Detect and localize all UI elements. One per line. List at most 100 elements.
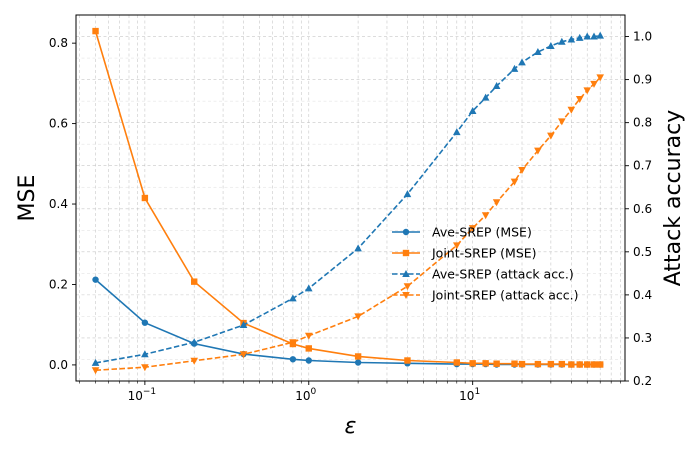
y-right-tick-label: 1.0	[633, 30, 652, 44]
data-point	[596, 31, 605, 39]
data-point	[91, 367, 100, 375]
series-2	[92, 27, 604, 368]
series-line	[95, 76, 601, 372]
y-left-tick-label: 0.2	[49, 277, 68, 291]
data-point	[452, 128, 461, 136]
y-right-axis-title: Attack accuracy	[661, 110, 686, 286]
y-left-axis-title: MSE	[15, 175, 40, 222]
data-point	[583, 87, 592, 95]
data-point	[534, 360, 542, 368]
data-point	[481, 93, 490, 101]
y-right-tick-label: 0.7	[633, 159, 652, 173]
data-point	[289, 339, 297, 347]
data-point	[518, 360, 526, 368]
y-left-tick-label: 0.4	[49, 197, 68, 211]
data-point	[597, 361, 604, 368]
data-point	[354, 353, 362, 360]
data-point	[583, 32, 592, 40]
data-point	[141, 364, 149, 372]
series-3	[91, 31, 605, 366]
data-point	[518, 167, 526, 175]
data-point	[141, 350, 149, 358]
data-point	[534, 147, 542, 155]
y-right-tick-label: 0.4	[633, 288, 652, 302]
y-left-tick-label: 0.0	[49, 358, 68, 372]
data-point	[590, 32, 598, 40]
data-point	[354, 313, 362, 321]
data-point	[354, 244, 362, 252]
data-point	[568, 361, 575, 368]
series-line	[94, 30, 601, 366]
data-point	[492, 82, 501, 90]
axes-frame	[75, 14, 626, 382]
data-point	[590, 80, 598, 88]
data-point	[468, 107, 477, 115]
legend-label: Ave-SREP (attack acc.)	[432, 267, 574, 282]
data-point	[305, 345, 312, 352]
y-left-tick-label: 0.8	[49, 36, 68, 50]
data-point	[575, 95, 584, 103]
legend-label: Joint-SREP (MSE)	[431, 246, 537, 261]
data-point	[468, 225, 477, 233]
y-right-tick-label: 0.6	[633, 202, 652, 216]
data-point	[239, 351, 248, 359]
y-right-tick-label: 0.3	[633, 331, 652, 345]
data-point	[403, 190, 412, 198]
data-point	[403, 283, 412, 291]
data-point	[576, 361, 583, 368]
data-point	[511, 360, 518, 367]
grid	[76, 15, 625, 382]
series-line	[95, 34, 601, 364]
data-point	[567, 106, 576, 114]
data-point	[510, 178, 519, 186]
data-point	[547, 42, 555, 50]
data-point	[492, 199, 501, 207]
data-point	[481, 212, 490, 220]
data-point	[304, 332, 313, 340]
x-tick-label: 10−1	[128, 387, 157, 403]
x-tick-label: 100	[295, 387, 316, 403]
data-point	[547, 132, 555, 140]
data-point	[558, 360, 566, 368]
legend-label: Joint-SREP (attack acc.)	[431, 288, 579, 303]
data-point	[190, 357, 199, 365]
data-point	[141, 319, 149, 326]
data-point	[91, 358, 100, 366]
legend: Ave-SREP (MSE) Joint-SREP (MSE) Ave-SREP (…	[392, 225, 579, 303]
data-point	[141, 194, 149, 202]
legend-marker	[402, 292, 410, 299]
data-point	[304, 284, 313, 292]
y-left-tick-label: 0.6	[49, 117, 68, 131]
data-point	[590, 361, 598, 368]
legend-label: Ave-SREP (MSE)	[432, 225, 532, 240]
data-point	[510, 64, 519, 72]
data-point	[534, 48, 542, 56]
data-point	[493, 360, 500, 367]
data-point	[190, 338, 199, 346]
y-right-tick-label: 0.5	[633, 245, 652, 259]
data-point	[92, 276, 99, 283]
legend-marker	[402, 270, 410, 277]
x-axis-title: ε	[345, 414, 357, 439]
data-point	[289, 356, 297, 363]
y-right-tick-label: 0.2	[633, 374, 652, 388]
data-point	[404, 357, 411, 364]
y-right-tick-label: 0.8	[633, 116, 652, 130]
data-point	[547, 360, 555, 368]
data-point	[558, 118, 566, 126]
data-point	[289, 294, 297, 302]
x-tick-label: 101	[459, 387, 480, 403]
legend-marker	[402, 249, 410, 257]
series-4	[91, 74, 605, 375]
data-point	[305, 357, 312, 364]
data-point	[482, 360, 489, 367]
data-point	[239, 321, 248, 329]
data-point	[584, 361, 591, 368]
data-point	[453, 359, 460, 366]
data-point	[452, 242, 461, 250]
data-point	[575, 33, 584, 41]
data-point	[596, 74, 605, 82]
data-point	[567, 35, 576, 43]
legend-marker	[402, 228, 410, 236]
